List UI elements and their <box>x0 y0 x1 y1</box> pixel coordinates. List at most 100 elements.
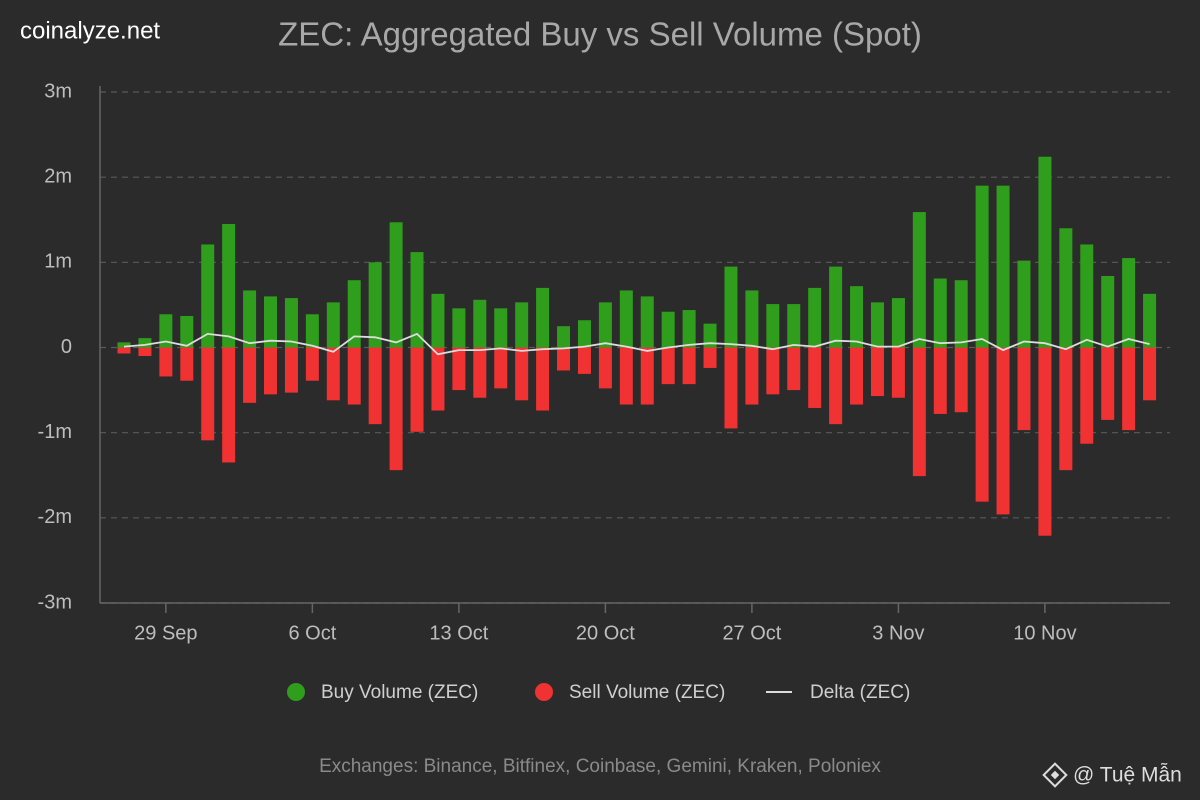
bar <box>598 347 612 389</box>
bar <box>912 212 926 348</box>
bar <box>368 347 382 425</box>
bar <box>1101 275 1115 348</box>
bar <box>264 347 278 395</box>
bar <box>682 347 696 385</box>
bar <box>284 347 298 393</box>
y-tick-label: 1m <box>44 251 72 273</box>
bar <box>724 266 738 348</box>
bar <box>850 347 864 405</box>
bar <box>180 315 194 348</box>
x-tick-label: 3 Nov <box>872 622 924 644</box>
x-tick-label: 13 Oct <box>429 622 488 644</box>
x-tick-label: 20 Oct <box>576 622 635 644</box>
bar <box>138 338 152 348</box>
bar <box>787 347 801 391</box>
credit: @ Tuệ Mẫn <box>1073 764 1182 787</box>
bar <box>1059 228 1073 348</box>
bar <box>975 185 989 348</box>
bar <box>159 314 173 348</box>
bar <box>389 347 403 471</box>
bar <box>222 347 236 463</box>
legend-marker <box>287 683 305 701</box>
bar <box>933 347 947 414</box>
bar <box>1080 244 1094 348</box>
bar <box>1122 347 1136 431</box>
legend-marker <box>535 683 553 701</box>
bar <box>1038 156 1052 348</box>
bar <box>975 347 989 502</box>
bar <box>201 244 215 348</box>
delta-line <box>123 332 1150 356</box>
bar <box>389 222 403 348</box>
bar <box>808 287 822 348</box>
bar <box>745 347 759 405</box>
bar <box>661 311 675 348</box>
x-tick-label: 29 Sep <box>134 622 197 644</box>
bar <box>703 347 717 368</box>
bar <box>724 347 738 429</box>
bar <box>996 347 1010 515</box>
bar <box>1143 293 1157 348</box>
bar <box>557 347 571 371</box>
bar <box>410 347 424 432</box>
bar <box>1017 347 1031 431</box>
x-tick-label: 6 Oct <box>288 622 336 644</box>
bar <box>619 347 633 405</box>
y-tick-label: -2m <box>38 506 72 528</box>
bar <box>494 308 508 348</box>
bar <box>1122 258 1136 348</box>
bar <box>284 298 298 348</box>
bar <box>933 278 947 348</box>
bar <box>766 304 780 348</box>
bar <box>787 304 801 348</box>
y-tick-label: 3m <box>44 80 72 102</box>
bar <box>117 342 131 348</box>
legend-label: Buy Volume (ZEC) <box>321 682 478 703</box>
bar <box>117 347 131 354</box>
bar <box>829 266 843 348</box>
bar <box>577 320 591 348</box>
bar <box>159 347 173 377</box>
bar <box>640 347 654 405</box>
bar <box>598 302 612 348</box>
legend-label: Sell Volume (ZEC) <box>569 682 725 703</box>
y-tick-label: -1m <box>38 421 72 443</box>
bar <box>870 302 884 348</box>
bar <box>1017 260 1031 348</box>
bar <box>180 347 194 381</box>
bar <box>557 326 571 348</box>
x-tick-label: 27 Oct <box>722 622 781 644</box>
bar <box>703 323 717 348</box>
bar <box>619 290 633 348</box>
bar <box>305 347 319 381</box>
bar <box>870 347 884 397</box>
footnote: Exchanges: Binance, Bitfinex, Coinbase, … <box>319 756 881 777</box>
bar <box>577 347 591 374</box>
y-tick-label: 0 <box>61 336 72 358</box>
bar <box>473 299 487 348</box>
bar <box>766 347 780 395</box>
bar <box>452 347 466 391</box>
bar <box>912 347 926 477</box>
bar <box>201 347 215 441</box>
legend-label: Delta (ZEC) <box>810 682 910 703</box>
bar <box>536 347 550 411</box>
bar <box>640 296 654 348</box>
bar <box>473 347 487 398</box>
bar <box>222 224 236 348</box>
bar <box>682 310 696 348</box>
bar <box>494 347 508 389</box>
brand: coinalyze.net <box>20 17 160 44</box>
bar <box>410 252 424 348</box>
bar <box>347 280 361 348</box>
bar <box>745 290 759 348</box>
bar <box>326 347 340 401</box>
bar <box>347 347 361 405</box>
bar <box>1059 347 1073 471</box>
bar <box>305 314 319 348</box>
bar <box>661 347 675 385</box>
bar <box>891 298 905 348</box>
bar <box>326 302 340 348</box>
